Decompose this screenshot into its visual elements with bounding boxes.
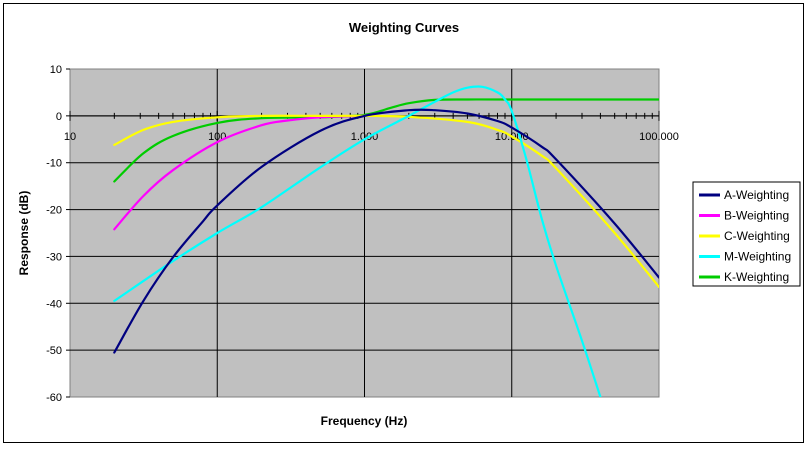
- y-tick-label: 0: [56, 111, 62, 123]
- legend-label-b-weighting: B-Weighting: [724, 209, 789, 223]
- y-tick-label: -10: [46, 158, 62, 170]
- legend-label-k-weighting: K-Weighting: [724, 270, 789, 284]
- x-tick-label: 100.000: [639, 131, 679, 143]
- chart-title: Weighting Curves: [349, 20, 459, 35]
- chart-frame: Weighting Curves 10 0 -10 -20 -30 -40 -50 -60 1…: [3, 3, 804, 443]
- y-tick-label: -30: [46, 251, 62, 263]
- legend: A-Weighting B-Weighting C-Weighting M-Weigh…: [692, 181, 801, 287]
- legend-label-m-weighting: M-Weighting: [724, 250, 791, 264]
- y-tick-label: 10: [50, 64, 62, 76]
- legend-label-c-weighting: C-Weighting: [724, 229, 790, 243]
- x-axis-label: Frequency (Hz): [321, 414, 408, 428]
- y-tick-label: -60: [46, 392, 62, 404]
- y-axis-ticks: 10 0 -10 -20 -30 -40 -50 -60: [46, 64, 70, 404]
- y-tick-label: -40: [46, 298, 62, 310]
- y-tick-label: -20: [46, 205, 62, 217]
- series-line-b-weighting: [113, 114, 366, 231]
- y-axis-label: Response (dB): [17, 191, 31, 276]
- series-lines: [113, 85, 659, 397]
- series-line-m-weighting: [113, 85, 602, 397]
- series-line-c-weighting: [113, 114, 659, 288]
- legend-box: [692, 181, 801, 287]
- weighting-chart: Weighting Curves 100-10-20-30-40-50-60 1…: [17, 20, 801, 428]
- series-line-a-weighting: [113, 108, 659, 354]
- x-tick-label: 1.000: [351, 131, 379, 143]
- legend-label-a-weighting: A-Weighting: [724, 188, 789, 202]
- x-tick-label: 10: [64, 131, 76, 143]
- y-tick-label: -50: [46, 345, 62, 357]
